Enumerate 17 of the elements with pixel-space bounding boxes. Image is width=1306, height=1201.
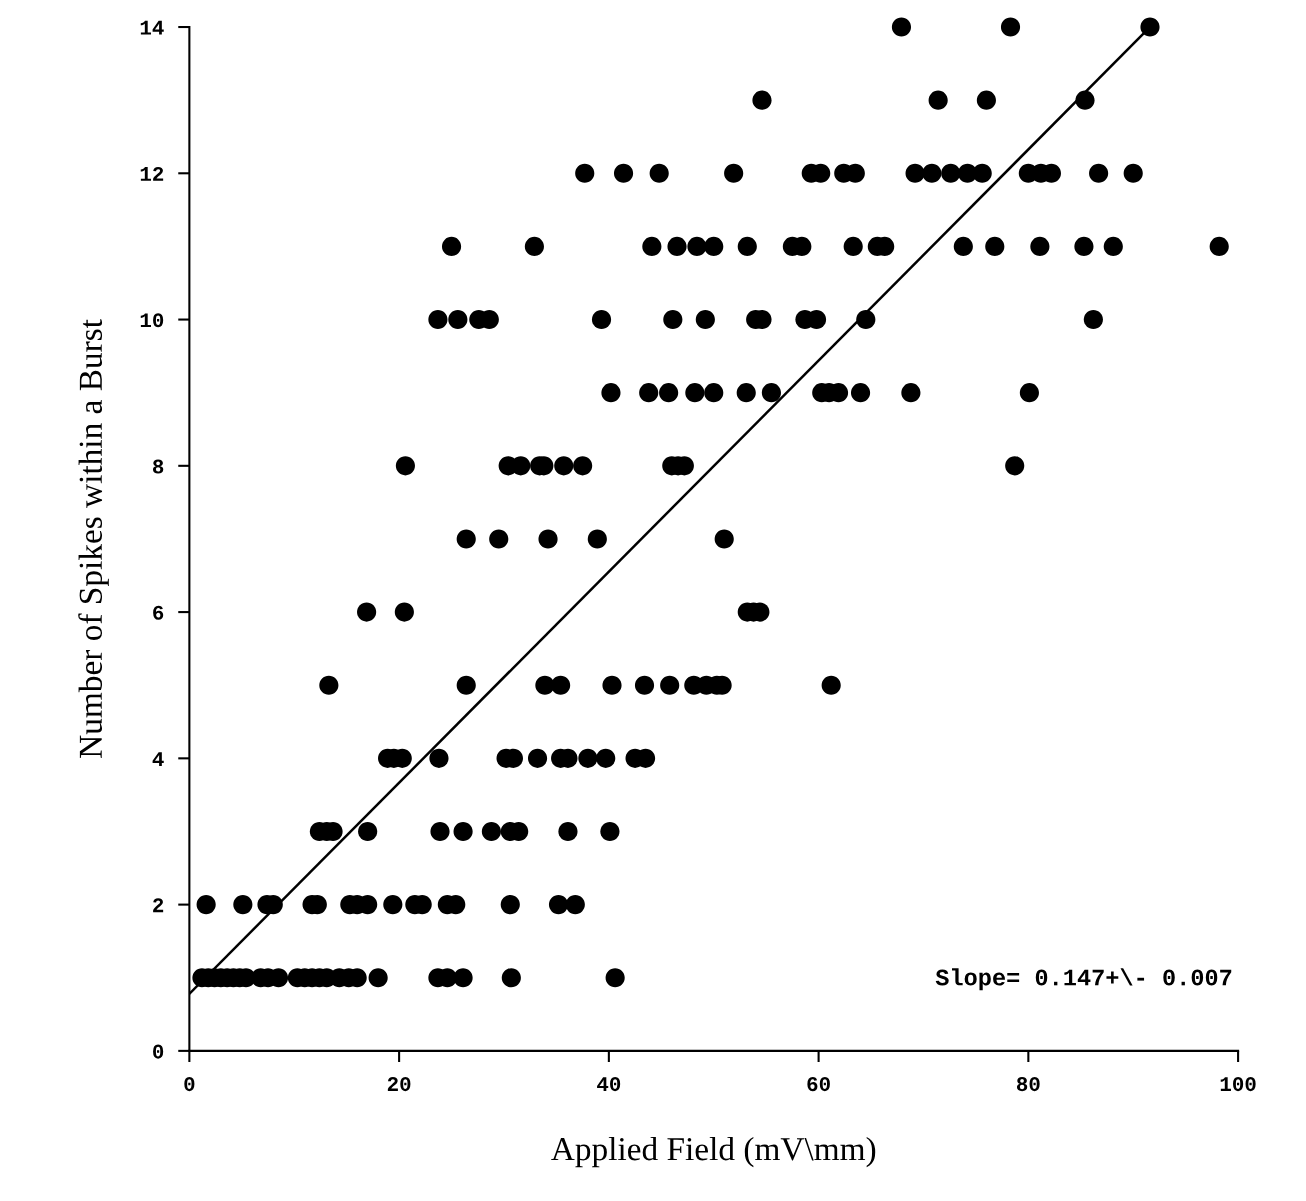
y-tick-label: 8 bbox=[152, 459, 164, 474]
x-tick-label: 80 bbox=[1016, 1077, 1040, 1092]
x-tick-label: 100 bbox=[1220, 1077, 1256, 1092]
y-tick-label: 6 bbox=[153, 605, 164, 620]
y-tick-label: 12 bbox=[140, 166, 164, 181]
y-tick-label: 14 bbox=[140, 20, 164, 35]
x-tick-label: 0 bbox=[184, 1077, 195, 1092]
x-tick-label: 20 bbox=[387, 1077, 411, 1092]
y-tick-label: 0 bbox=[153, 1044, 164, 1059]
x-axis-title: Applied Field (mV\mm) bbox=[551, 1136, 876, 1168]
x-tick-label: 40 bbox=[597, 1077, 621, 1092]
x-tick-label: 60 bbox=[807, 1077, 830, 1092]
y-tick-label: 2 bbox=[153, 898, 164, 913]
y-tick-label: 10 bbox=[140, 313, 164, 328]
y-axis-title: Number of Spikes within a Burst bbox=[78, 319, 109, 758]
annotation: Slope= 0.147+\- 0.007 bbox=[935, 968, 1232, 991]
y-tick-label: 4 bbox=[152, 752, 164, 766]
